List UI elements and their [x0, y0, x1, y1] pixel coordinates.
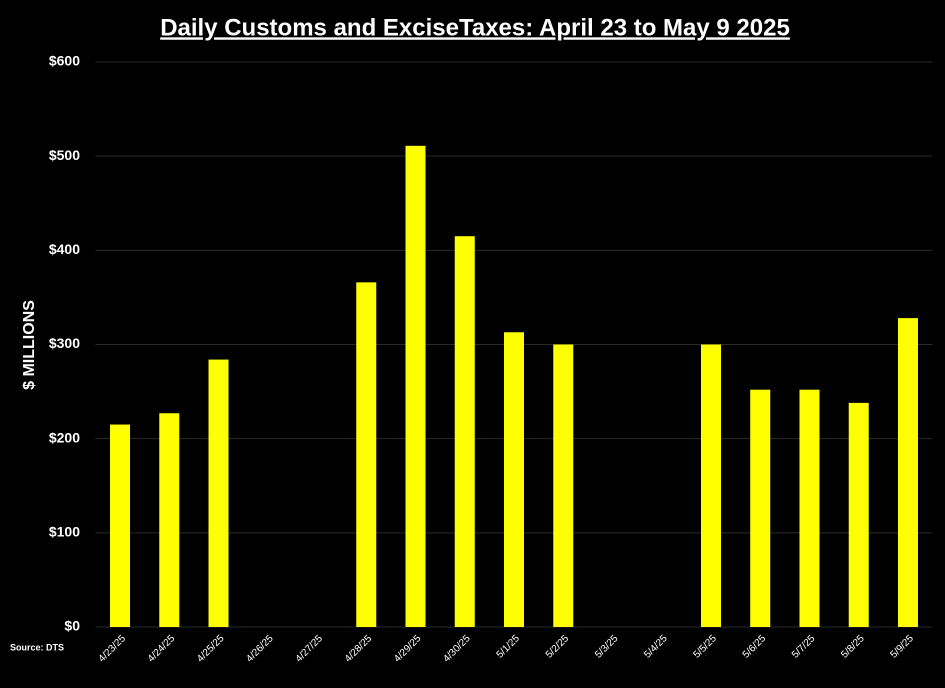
bar — [750, 389, 771, 627]
y-tick-label: $100 — [49, 524, 80, 540]
bar — [110, 424, 131, 627]
y-tick-label: $500 — [49, 147, 80, 163]
chart-title: Daily Customs and ExciseTaxes: April 23 … — [160, 14, 790, 41]
bar — [405, 145, 426, 627]
y-tick-label: $200 — [49, 429, 80, 445]
y-tick-label: $400 — [49, 241, 80, 257]
bar — [897, 318, 918, 627]
bar — [553, 344, 574, 627]
y-axis-label: $ MILLIONS — [21, 300, 38, 390]
source-note: Source: DTS — [10, 642, 64, 652]
bar — [454, 236, 475, 628]
bar — [159, 413, 180, 627]
y-tick-label: $0 — [64, 618, 80, 634]
y-tick-label: $300 — [49, 335, 80, 351]
bar — [700, 344, 721, 627]
bar — [799, 389, 820, 627]
bar — [504, 332, 524, 627]
bar — [848, 402, 869, 627]
bar — [208, 359, 229, 627]
bar — [356, 282, 377, 627]
y-tick-label: $600 — [49, 53, 80, 69]
